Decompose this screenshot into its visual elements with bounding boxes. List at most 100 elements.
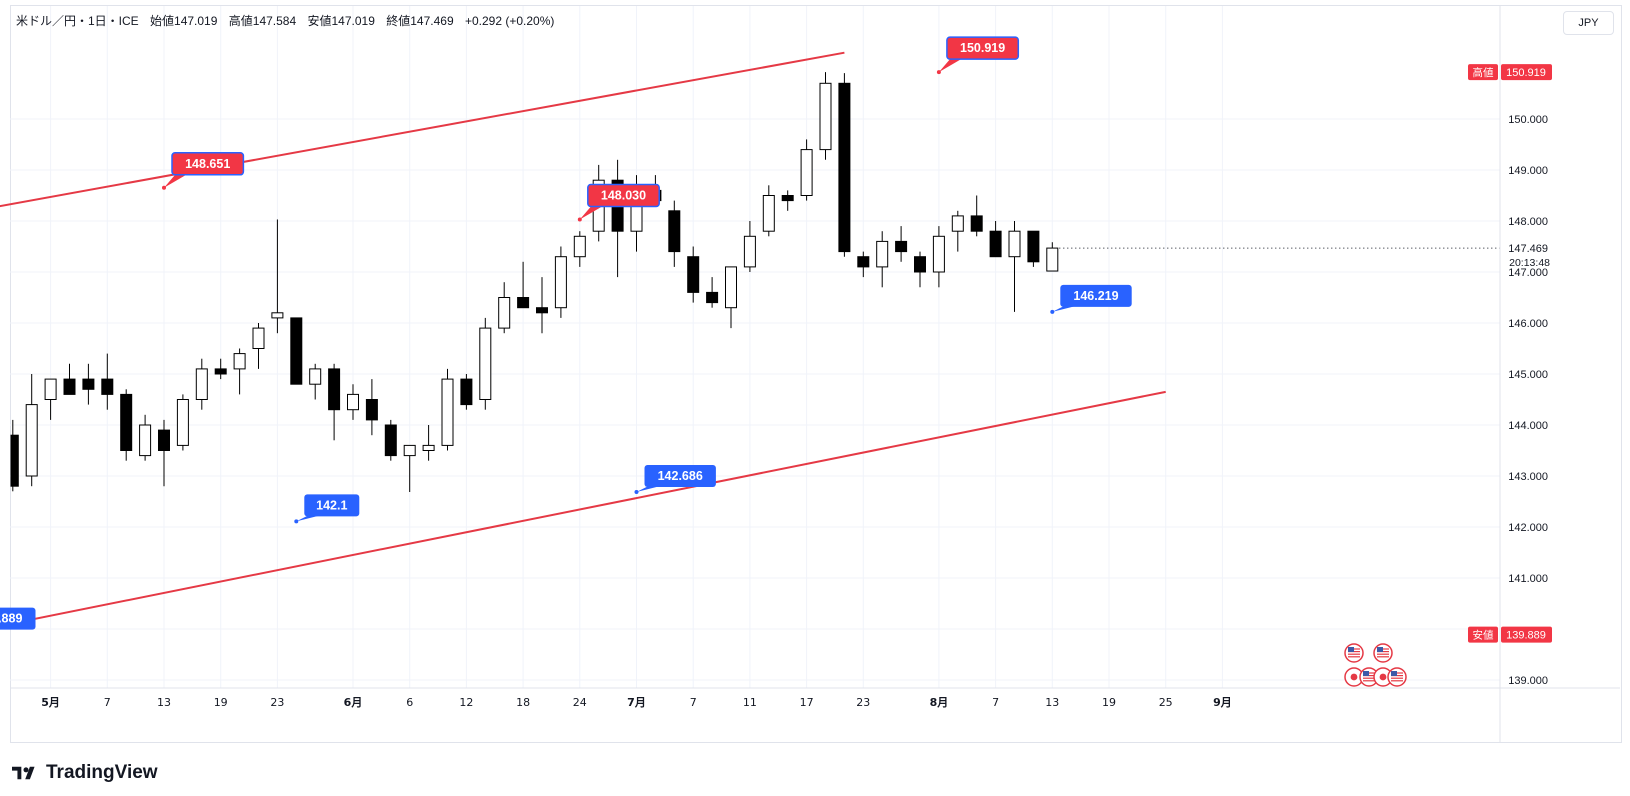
candle-body [951, 215, 964, 232]
callout-box [644, 465, 716, 488]
candle-up [498, 282, 511, 334]
price-callout-low[interactable]: 142.1 [294, 494, 360, 524]
price-callout-low[interactable]: 139.889 [0, 607, 36, 637]
price-callout-high[interactable]: 148.030 [577, 183, 660, 222]
candle-body [536, 307, 548, 314]
flag-sun [1350, 673, 1358, 681]
candle-down [365, 379, 378, 436]
callout-box [946, 36, 1020, 60]
flag-ring [1373, 643, 1393, 663]
candle-body [271, 312, 284, 319]
price-tick-label: 142.000 [1508, 522, 1548, 534]
candle-down [536, 277, 548, 334]
flag-canton [1377, 647, 1383, 652]
flag-canton [1348, 647, 1354, 652]
candle-body [290, 317, 303, 385]
time-tick-label: 23 [270, 696, 284, 709]
channel-line-lower[interactable] [0, 390, 1166, 635]
candle-body [10, 434, 19, 487]
candle-body [989, 230, 1002, 258]
jp-flag-icon[interactable] [1344, 667, 1364, 687]
callout-anchor [577, 217, 582, 222]
candle-body [573, 235, 586, 258]
candle-up [554, 246, 567, 318]
price-tick-label: 148.000 [1508, 216, 1548, 228]
price-callout-high[interactable]: 150.919 [936, 36, 1020, 75]
candle-up [176, 394, 189, 451]
candle-body [932, 235, 945, 273]
candle-body [970, 215, 983, 232]
price-callout-low[interactable]: 142.686 [634, 465, 716, 495]
open-value: 始値147.019 [150, 14, 218, 28]
trend-channel[interactable] [0, 51, 1166, 635]
time-tick-label: 6月 [344, 696, 363, 709]
us-flag-icon[interactable] [1387, 667, 1407, 687]
candle-body [158, 429, 170, 452]
us-flag-icon[interactable] [1373, 643, 1393, 663]
candle-down [82, 363, 95, 405]
candle-body [460, 378, 473, 406]
symbol-title[interactable]: 米ドル／円・1日・ICE [16, 14, 139, 28]
candle-down [328, 363, 341, 441]
candle-body [743, 235, 756, 268]
low-badge-value-bg [1501, 626, 1552, 643]
high-badge-value-bg [1501, 64, 1552, 81]
event-markers[interactable] [1344, 643, 1407, 687]
flag-ring [1344, 643, 1364, 663]
close-value: 終値147.469 [386, 14, 454, 28]
candle-down [838, 73, 851, 257]
candle-up [951, 210, 964, 252]
time-tick-label: 19 [1102, 696, 1116, 709]
candle-down [1027, 230, 1040, 267]
candle-down [611, 159, 624, 278]
price-callout-high[interactable]: 148.651 [162, 152, 245, 190]
candle-down [970, 195, 983, 237]
time-tick-label: 23 [856, 696, 870, 709]
callout-label: 148.651 [185, 157, 230, 171]
candle-body [384, 424, 397, 457]
callout-label: 142.686 [658, 469, 703, 483]
candle-up [233, 348, 246, 395]
callout-anchor [1050, 309, 1055, 314]
flag-ring [1387, 667, 1407, 687]
candle-body [139, 424, 152, 457]
candle-up [876, 231, 889, 288]
currency-button[interactable]: JPY [1563, 11, 1614, 35]
annotations[interactable]: 148.651 148.030 150.919 139.889 142.1 142.686… [0, 36, 1132, 637]
time-tick-label: 7月 [627, 696, 646, 709]
price-callout-low[interactable]: 146.219 [1050, 284, 1132, 314]
us-flag-icon[interactable] [1344, 643, 1364, 663]
candle-body [1046, 247, 1059, 272]
candle-up [139, 414, 152, 461]
candle-up [252, 323, 265, 369]
candle-body [101, 378, 114, 395]
callout-label: 139.889 [0, 612, 22, 626]
low-badge-label-bg [1468, 626, 1498, 643]
us-flag-icon[interactable] [1359, 667, 1379, 687]
candle-body [1008, 230, 1021, 258]
candle-down [460, 374, 473, 410]
time-axis[interactable]: 1117235月71319236月61218247月71117238月71319… [0, 687, 1620, 709]
candle-body [687, 256, 700, 293]
candle-body [554, 256, 567, 309]
channel-line-upper[interactable] [0, 51, 845, 221]
price-axis[interactable]: 150.000 149.000 148.000 147.000 146.000 145.0… [1468, 6, 1552, 742]
candle-body [479, 327, 492, 401]
candle-down [290, 317, 303, 385]
high-badge-value: 150.919 [1506, 67, 1546, 79]
price-tick-label: 139.000 [1508, 675, 1548, 687]
candle-down [914, 251, 926, 288]
candle-body [1027, 230, 1040, 263]
candle-up [800, 139, 813, 201]
tradingview-logo[interactable]: TradingView [12, 762, 158, 784]
candle-down [857, 251, 870, 278]
candle-body [309, 368, 322, 385]
candle-body [195, 368, 208, 400]
candle-body [233, 353, 246, 370]
price-tick-label: 149.000 [1508, 165, 1548, 177]
candles [10, 72, 1500, 493]
candle-up [422, 425, 435, 461]
time-tick-label: 11 [743, 696, 757, 709]
candle-up [347, 384, 359, 420]
